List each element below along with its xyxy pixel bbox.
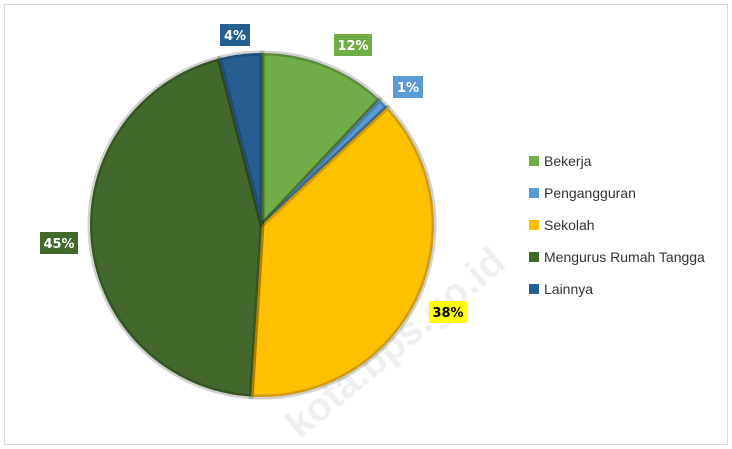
data-label-sekolah: 38% — [432, 306, 463, 321]
pie-slice-bekerja — [259, 50, 383, 228]
data-label-box-pengangguran — [393, 76, 423, 98]
legend-label-sekolah: Sekolah — [544, 217, 595, 233]
data-label-box-sekolah — [429, 301, 467, 323]
pie-slices — [87, 50, 437, 400]
legend-label-pengangguran: Pengangguran — [544, 185, 636, 201]
pie-slice-mengurus-rumah-tangga — [87, 55, 265, 400]
legend-swatch-mengurus-rumah-tangga — [529, 252, 539, 262]
legend-swatch-lainnya — [529, 284, 539, 294]
data-label-pengangguran: 1% — [397, 81, 419, 96]
pie-slice-pengangguran — [259, 97, 390, 228]
legend-label-mengurus-rumah-tangga: Mengurus Rumah Tangga — [544, 249, 705, 265]
data-label-mengurus-rumah-tangga: 45% — [43, 237, 74, 252]
data-label-bekerja: 12% — [337, 39, 368, 54]
data-label-box-bekerja — [334, 34, 372, 56]
pie-data-labels: 12% 1% 38% 45% 4% — [40, 24, 467, 323]
pie-slice-lainnya — [216, 50, 265, 228]
legend-swatch-pengangguran — [529, 188, 539, 198]
data-label-box-lainnya — [220, 24, 250, 46]
data-label-box-mengurus-rumah-tangga — [40, 232, 78, 254]
legend-label-lainnya: Lainnya — [544, 281, 593, 297]
chart-legend: Bekerja Pengangguran Sekolah Mengurus Rumah… — [529, 153, 705, 297]
legend-swatch-bekerja — [529, 156, 539, 166]
legend-swatch-sekolah — [529, 220, 539, 230]
legend-label-bekerja: Bekerja — [544, 153, 592, 169]
pie-slice-sekolah — [248, 104, 437, 400]
data-label-lainnya: 4% — [224, 29, 246, 44]
